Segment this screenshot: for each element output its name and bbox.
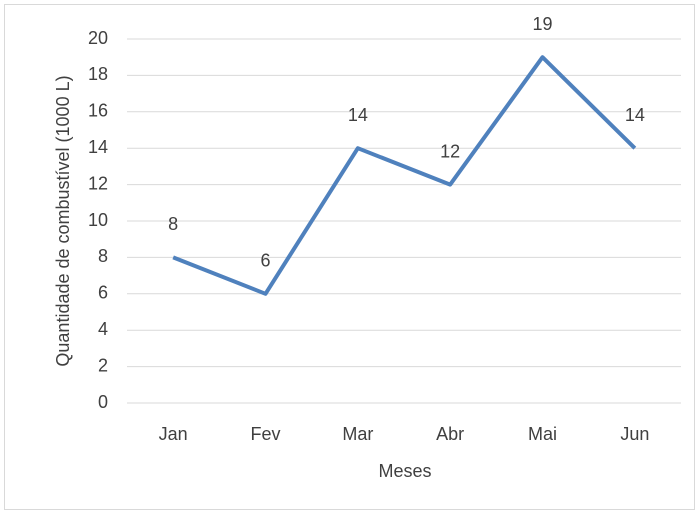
y-tick-label: 14 [88, 137, 108, 157]
y-tick-label: 12 [88, 173, 108, 193]
x-tick-label: Mai [528, 424, 557, 444]
x-tick-label: Mar [342, 424, 373, 444]
y-tick-label: 6 [98, 283, 108, 303]
data-label: 19 [532, 14, 552, 34]
y-tick-label: 20 [88, 28, 108, 48]
x-tick-label: Abr [436, 424, 464, 444]
y-tick-label: 18 [88, 64, 108, 84]
x-tick-label: Fev [250, 424, 280, 444]
x-tick-label: Jan [159, 424, 188, 444]
y-tick-label: 10 [88, 210, 108, 230]
y-tick-label: 16 [88, 101, 108, 121]
x-tick-label: Jun [620, 424, 649, 444]
y-axis-title: Quantidade de combustível (1000 L) [53, 75, 73, 366]
y-tick-label: 8 [98, 246, 108, 266]
data-label: 6 [260, 251, 270, 271]
y-tick-label: 2 [98, 355, 108, 375]
data-label: 14 [348, 105, 368, 125]
data-label: 12 [440, 141, 460, 161]
y-tick-label: 4 [98, 319, 108, 339]
data-line [172, 55, 637, 296]
data-label: 14 [625, 105, 645, 125]
x-axis-title: Meses [378, 461, 431, 481]
data-label: 8 [168, 214, 178, 234]
y-tick-label: 0 [98, 392, 108, 412]
